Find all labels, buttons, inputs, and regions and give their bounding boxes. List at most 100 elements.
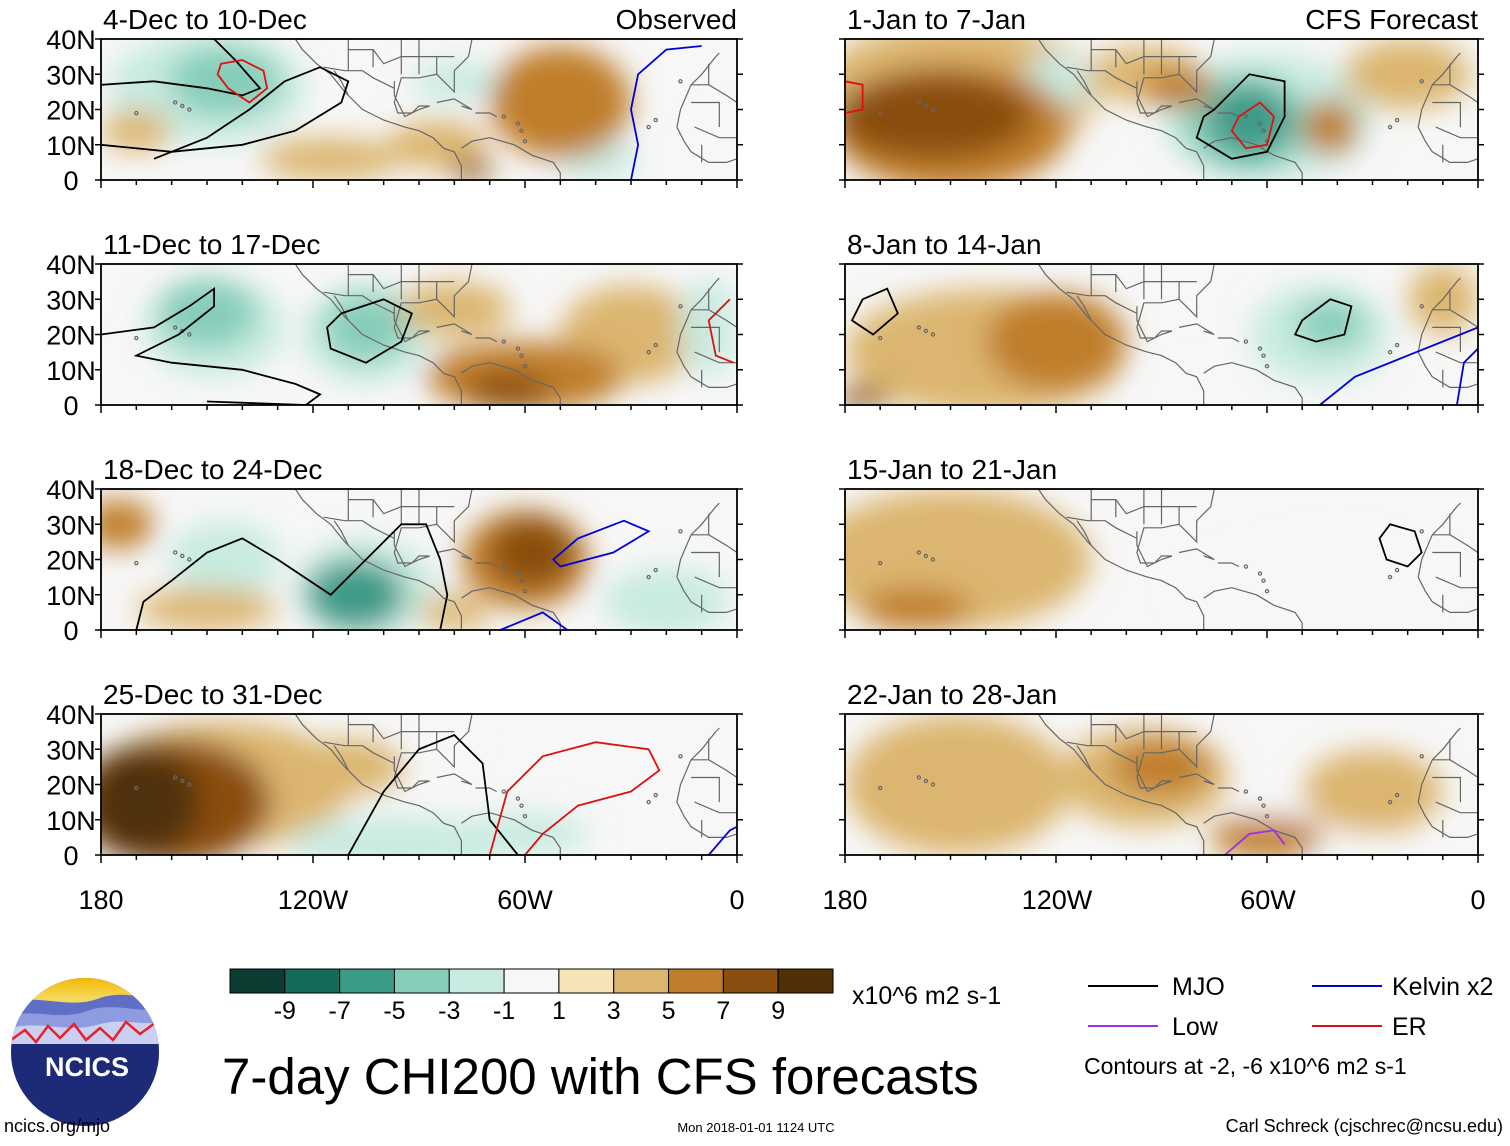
coastline: [1417, 277, 1461, 353]
island: [1264, 589, 1270, 594]
anomaly-blob: [1344, 39, 1471, 110]
y-tick-label: 0: [63, 616, 78, 646]
x-tick-label: 120W: [1022, 885, 1093, 915]
y-tick-label: 10N: [46, 356, 96, 386]
logo-text: NCICS: [45, 1052, 129, 1082]
island: [916, 550, 922, 555]
panel-period: 25-Dec to 31-Dec: [103, 679, 322, 710]
coastline: [1217, 562, 1240, 568]
panel-period: 18-Dec to 24-Dec: [103, 454, 322, 485]
island: [522, 364, 528, 369]
border: [708, 63, 737, 103]
coastline: [436, 323, 473, 336]
anomaly-blob: [291, 738, 405, 796]
coastlines: [877, 264, 1478, 405]
wave-contours: [1378, 523, 1423, 568]
border: [694, 801, 737, 814]
island: [501, 114, 506, 119]
anomaly-blob: [323, 292, 409, 363]
ncics-logo: NCICS: [11, 978, 159, 1126]
anomaly-blob: [419, 594, 490, 630]
island: [134, 560, 139, 566]
border: [295, 489, 455, 515]
coastline: [676, 52, 720, 128]
anomaly-shading: [845, 714, 1443, 855]
island: [646, 799, 651, 805]
border: [1449, 738, 1478, 778]
y-tick-label: 0: [63, 166, 78, 196]
colorbar-tick-label: -5: [383, 997, 405, 1025]
border: [1432, 101, 1461, 128]
coastline: [1203, 362, 1303, 405]
island: [501, 789, 506, 794]
x-tick-label: 60W: [497, 885, 553, 915]
wave-contours: [101, 39, 702, 180]
coastline: [676, 502, 720, 578]
legend: MJO Kelvin x2 Low ER Contours at -2, -6 …: [1084, 973, 1493, 1079]
island: [877, 785, 883, 791]
coastline: [1076, 295, 1092, 321]
island: [172, 775, 178, 780]
y-tick-label: 40N: [46, 250, 96, 280]
island: [930, 107, 936, 112]
anomaly-blob: [305, 559, 405, 630]
legend-low-label: Low: [1172, 1013, 1219, 1041]
colorbar-tick-label: -7: [329, 997, 351, 1025]
border: [1432, 326, 1461, 353]
island: [916, 775, 922, 780]
wave-contour: [1224, 829, 1286, 855]
island: [923, 778, 929, 784]
island: [1264, 364, 1270, 369]
anomaly-shading: [845, 489, 1443, 630]
island: [187, 107, 192, 112]
anomaly-blob: [985, 292, 1127, 391]
border: [1435, 351, 1478, 364]
island: [678, 529, 683, 534]
island: [1419, 754, 1424, 759]
coastline: [676, 277, 720, 353]
colorbar-tick-label: -3: [438, 997, 460, 1025]
anomaly-blob: [489, 517, 575, 588]
footer-url: ncics.org/mjo: [4, 1116, 110, 1136]
wave-contour: [101, 39, 262, 97]
map-panel: 40N 30N 20N 10N 0 18-Dec to 24-Dec: [46, 454, 743, 646]
island: [501, 564, 506, 569]
island: [134, 785, 139, 791]
map-panel: 40N 30N 20N 10N 0 25-Dec to 31-Dec: [46, 679, 743, 871]
coastline: [461, 812, 561, 855]
coastline: [1136, 714, 1215, 793]
wave-contour: [1293, 298, 1353, 343]
coastline: [1417, 801, 1478, 838]
island: [923, 103, 929, 109]
y-tick-label: 20N: [46, 771, 96, 801]
wave-contour: [1195, 73, 1286, 160]
border: [1038, 264, 1197, 290]
island: [1243, 564, 1249, 569]
x-tick-label: 0: [729, 885, 744, 915]
panel-tag: Observed: [616, 4, 737, 35]
anomaly-blob: [859, 587, 972, 630]
coastline: [1217, 337, 1240, 343]
wave-contour: [216, 59, 269, 104]
coastline: [1037, 39, 1205, 180]
x-tick-label: 180: [78, 885, 123, 915]
island: [646, 124, 651, 130]
coastline: [436, 773, 473, 786]
island: [930, 557, 936, 562]
border: [323, 741, 395, 764]
island: [1264, 814, 1270, 819]
wave-contour: [326, 298, 414, 364]
colorbar-swatch: [558, 968, 615, 994]
panel-period: 11-Dec to 17-Dec: [103, 229, 320, 260]
y-tick-label: 0: [63, 841, 78, 871]
y-tick-label: 40N: [46, 475, 96, 505]
y-tick-label: 20N: [46, 546, 96, 576]
island: [134, 110, 139, 116]
island: [1394, 117, 1400, 123]
y-tick-label: 0: [63, 391, 78, 421]
anomaly-blob: [1143, 373, 1285, 405]
footer-timestamp: Mon 2018-01-01 1124 UTC: [677, 1120, 834, 1135]
coastline: [461, 137, 561, 180]
border: [1435, 801, 1478, 814]
